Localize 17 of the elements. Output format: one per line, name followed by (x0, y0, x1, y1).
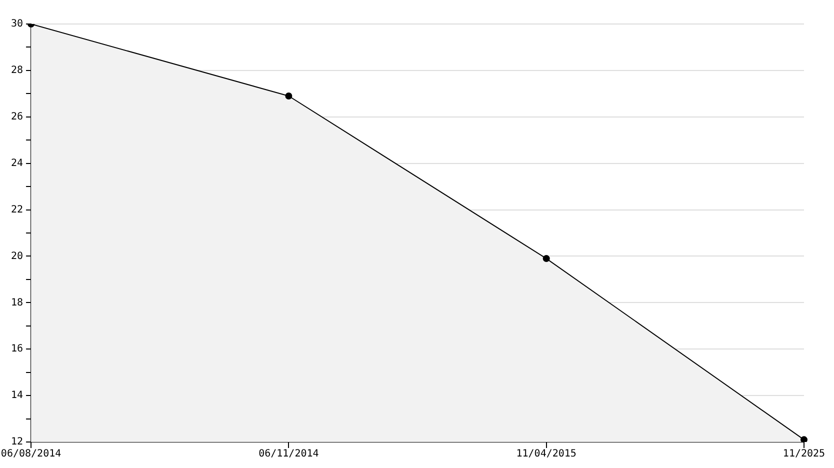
point (800, 436, 808, 442)
x-tick-label: 06/08/2014 (0, 448, 62, 460)
y-tick-label: 24 (10, 158, 24, 169)
y-tick-label: 28 (10, 65, 24, 76)
point (542, 255, 550, 262)
y-tick-label: 30 (10, 18, 24, 30)
y-tick-label: 16 (10, 344, 24, 355)
y-tick-label: 12 (10, 436, 24, 448)
x-tick-label: 11/04/2015 (516, 448, 576, 460)
y-tick-label: 20 (10, 250, 24, 262)
point (285, 92, 292, 100)
y-tick-label: 14 (10, 390, 24, 402)
y-tick-label: 22 (10, 204, 24, 216)
y-tick-label: 18 (10, 297, 24, 308)
x-tick-label: 11/2025 (782, 448, 826, 460)
y-tick-label: 26 (10, 111, 24, 122)
x-tick-label: 06/11/2014 (258, 448, 319, 460)
